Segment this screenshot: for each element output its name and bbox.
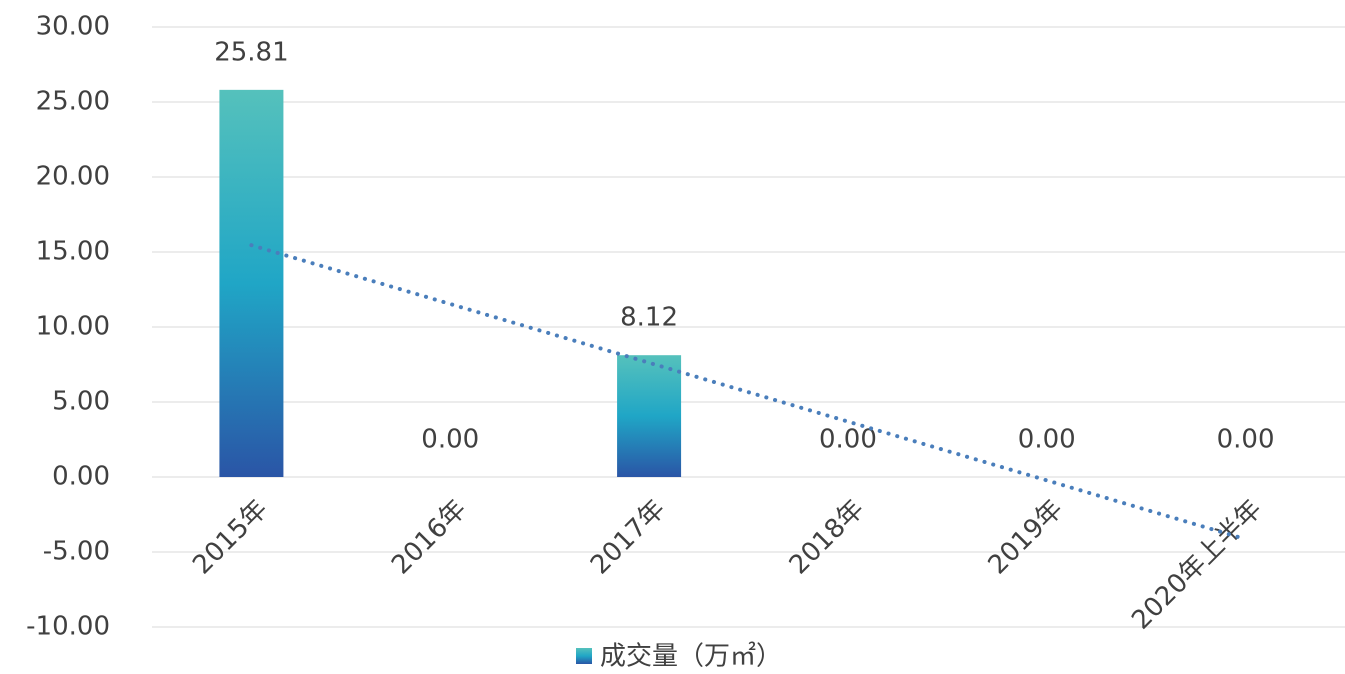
x-tick-label: 2019年 bbox=[983, 494, 1069, 580]
legend-swatch bbox=[576, 648, 592, 664]
x-tick-label: 2020年上半年 bbox=[1126, 494, 1268, 636]
data-label: 8.12 bbox=[620, 303, 678, 333]
data-label: 0.00 bbox=[1018, 425, 1076, 455]
y-tick-label: 10.00 bbox=[36, 312, 110, 342]
y-tick-label: 5.00 bbox=[52, 387, 110, 417]
data-label: 0.00 bbox=[1217, 425, 1275, 455]
y-tick-label: -10.00 bbox=[26, 612, 110, 642]
y-tick-label: 25.00 bbox=[36, 87, 110, 117]
bar bbox=[219, 89, 284, 477]
x-tick-label: 2015年 bbox=[187, 494, 273, 580]
y-tick-label: -5.00 bbox=[43, 537, 110, 567]
data-label: 0.00 bbox=[421, 425, 479, 455]
x-tick-label: 2016年 bbox=[386, 494, 472, 580]
y-tick-label: 0.00 bbox=[52, 462, 110, 492]
y-tick-label: 15.00 bbox=[36, 237, 110, 267]
y-tick-label: 30.00 bbox=[36, 12, 110, 42]
y-tick-label: 20.00 bbox=[36, 162, 110, 192]
legend-label: 成交量（万㎡） bbox=[600, 642, 782, 672]
data-label: 0.00 bbox=[819, 425, 877, 455]
x-tick-label: 2018年 bbox=[784, 494, 870, 580]
trendline bbox=[249, 243, 1248, 542]
bar bbox=[617, 355, 682, 477]
data-label: 25.81 bbox=[214, 37, 288, 67]
x-tick-label: 2017年 bbox=[585, 494, 671, 580]
